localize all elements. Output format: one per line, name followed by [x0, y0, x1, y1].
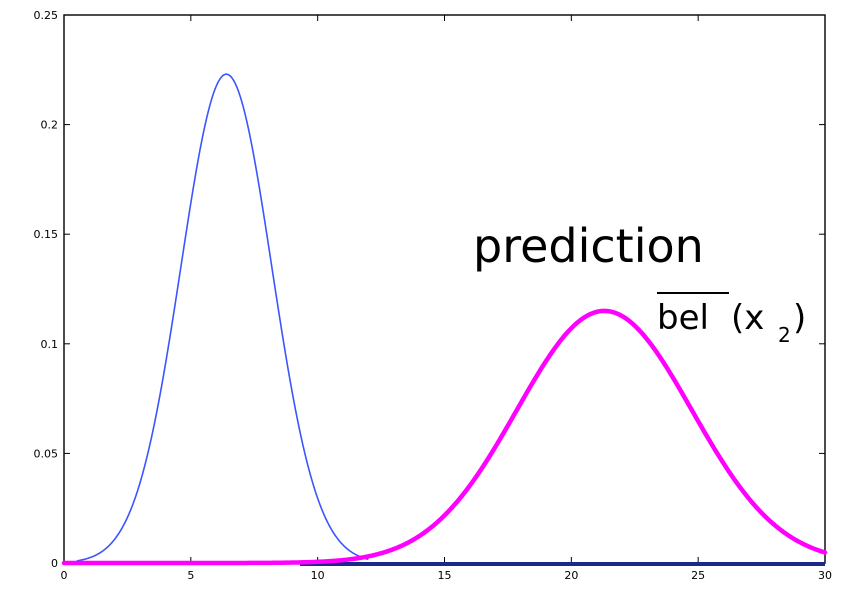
x-tick-label: 30: [818, 569, 832, 582]
x-tick-label: 15: [438, 569, 452, 582]
annotation-close-paren: ): [793, 298, 806, 338]
series-line-blue-gaussian: [76, 73, 369, 562]
axis-tick-labels: 0 5 10 15 20 25 30 0 0.05 0.1 0.15 0.2 0.25: [34, 9, 833, 582]
x-tick-label: 20: [564, 569, 578, 582]
y-tick-label: 0.05: [34, 447, 59, 460]
y-tick-label: 0.15: [34, 228, 59, 241]
y-tick-label: 0.25: [34, 9, 59, 22]
annotation-prediction: prediction: [473, 219, 704, 273]
y-tick-label: 0.2: [41, 119, 59, 132]
annotation-subscript: 2: [778, 323, 791, 347]
y-tick-label: 0.1: [41, 338, 59, 351]
x-tick-label: 25: [691, 569, 705, 582]
x-tick-label: 5: [187, 569, 194, 582]
series-line-magenta-gaussian: [61, 308, 828, 566]
x-tick-label: 10: [311, 569, 325, 582]
y-tick-label: 0: [51, 557, 58, 570]
annotation-open-paren: (x: [731, 298, 764, 338]
annotation-belief: bel (x 2 ): [657, 292, 806, 347]
plot-area-frame: [63, 14, 826, 564]
annotation-bel-text: bel: [657, 298, 709, 338]
x-tick-label: 0: [61, 569, 68, 582]
